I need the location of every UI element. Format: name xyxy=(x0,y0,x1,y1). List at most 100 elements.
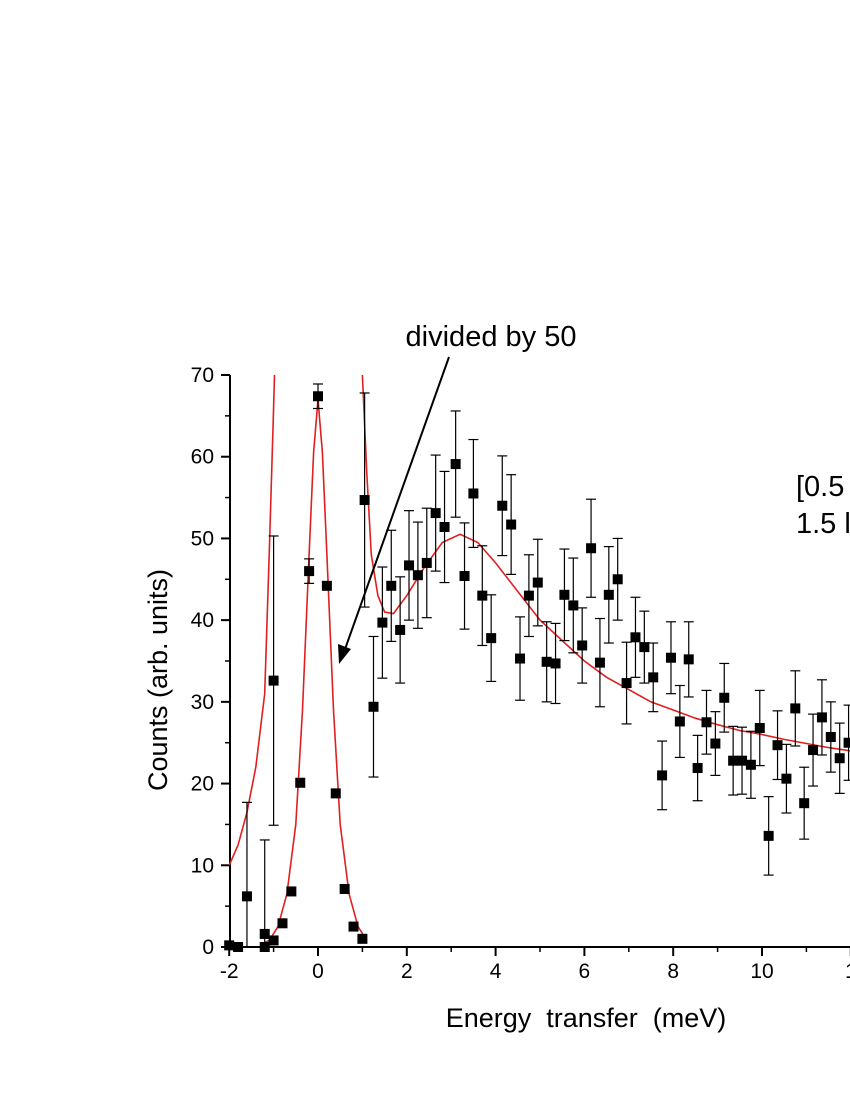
x-tick-label: 6 xyxy=(579,960,591,983)
x-tick-label: 1 xyxy=(845,960,850,983)
data-points xyxy=(224,383,850,952)
data-point xyxy=(710,738,721,749)
data-point xyxy=(683,654,694,665)
data-point xyxy=(532,577,543,588)
data-point xyxy=(808,745,819,756)
data-point xyxy=(763,830,774,841)
data-point xyxy=(439,521,450,532)
data-point xyxy=(313,391,323,402)
data-point xyxy=(330,788,341,799)
x-axis-ticks: -2 0 2 4 6 8 10 1 xyxy=(220,947,850,983)
data-point xyxy=(506,519,517,530)
data-point xyxy=(224,940,235,951)
y-tick-label: 0 xyxy=(202,936,214,959)
data-point xyxy=(497,500,508,511)
data-point xyxy=(657,770,668,781)
data-point xyxy=(674,716,685,727)
fit-curve xyxy=(228,374,276,866)
y-tick-label: 40 xyxy=(191,609,214,632)
data-point xyxy=(639,642,650,653)
data-point xyxy=(486,633,497,644)
data-point xyxy=(404,560,415,571)
data-point xyxy=(728,755,739,766)
data-point xyxy=(286,886,297,897)
data-point xyxy=(430,508,441,519)
data-point xyxy=(737,755,748,766)
x-tick-label: 0 xyxy=(312,960,324,983)
data-point xyxy=(799,798,810,809)
data-point xyxy=(241,891,252,902)
data-point xyxy=(277,918,288,929)
x-tick-label: -2 xyxy=(220,960,239,983)
data-point xyxy=(321,580,332,591)
data-point xyxy=(559,589,570,600)
data-point xyxy=(259,928,270,939)
data-point xyxy=(377,617,388,628)
x-tick-label: 10 xyxy=(750,960,773,983)
data-point xyxy=(719,692,730,703)
y-tick-label: 60 xyxy=(191,446,214,469)
data-point xyxy=(359,495,370,506)
data-point xyxy=(259,942,270,952)
y-tick-label: 30 xyxy=(191,691,214,714)
data-point xyxy=(603,589,614,600)
side-label-line-1: [0.5 xyxy=(796,471,844,503)
x-tick-label: 4 xyxy=(490,960,502,983)
data-point xyxy=(834,753,845,764)
side-label-line-2: 1.5 l xyxy=(796,508,850,540)
data-point xyxy=(825,731,836,742)
data-point xyxy=(268,935,279,946)
data-point xyxy=(781,773,792,784)
data-point xyxy=(612,574,623,585)
y-tick-label: 10 xyxy=(191,854,214,877)
data-point xyxy=(754,723,765,734)
data-point xyxy=(594,657,605,668)
y-tick-label: 50 xyxy=(191,527,214,550)
data-point xyxy=(692,763,703,774)
x-axis-title: Energy transfer (meV) xyxy=(446,1003,727,1033)
data-point xyxy=(586,543,597,554)
data-point xyxy=(515,653,526,664)
y-tick-label: 70 xyxy=(191,364,214,387)
data-point xyxy=(523,590,534,601)
y-axis-title: Counts (arb. units) xyxy=(143,569,173,791)
data-point xyxy=(295,777,306,788)
x-tick-label: 8 xyxy=(667,960,679,983)
fit-curves xyxy=(228,374,850,946)
data-point xyxy=(648,672,659,683)
data-point xyxy=(268,675,279,686)
data-point xyxy=(459,571,470,582)
data-point xyxy=(745,759,756,770)
data-point xyxy=(386,580,397,591)
data-point xyxy=(468,488,479,499)
data-point xyxy=(395,624,406,635)
data-point xyxy=(568,600,579,611)
data-point xyxy=(348,921,359,932)
x-tick-label: 2 xyxy=(401,960,413,983)
data-point xyxy=(304,566,315,577)
data-point xyxy=(843,737,850,748)
data-point xyxy=(339,883,350,894)
data-point xyxy=(368,701,379,712)
data-point xyxy=(701,717,712,728)
fit-curve xyxy=(259,399,368,946)
annotation-arrow xyxy=(338,356,450,664)
data-point xyxy=(357,933,368,944)
data-point xyxy=(450,459,461,470)
data-point xyxy=(790,703,801,714)
data-point xyxy=(772,740,783,751)
data-point xyxy=(577,640,588,651)
data-point xyxy=(421,557,432,568)
data-point xyxy=(541,656,552,667)
y-axis-ticks: 0 10 20 30 40 50 60 70 xyxy=(191,364,230,959)
data-point xyxy=(816,712,827,723)
data-point xyxy=(477,590,488,601)
data-point xyxy=(621,678,632,689)
data-point xyxy=(550,658,561,669)
data-point xyxy=(233,942,244,952)
annotation-text: divided by 50 xyxy=(406,321,577,353)
data-point xyxy=(412,570,423,581)
y-tick-label: 20 xyxy=(191,773,214,796)
data-point xyxy=(630,632,641,643)
